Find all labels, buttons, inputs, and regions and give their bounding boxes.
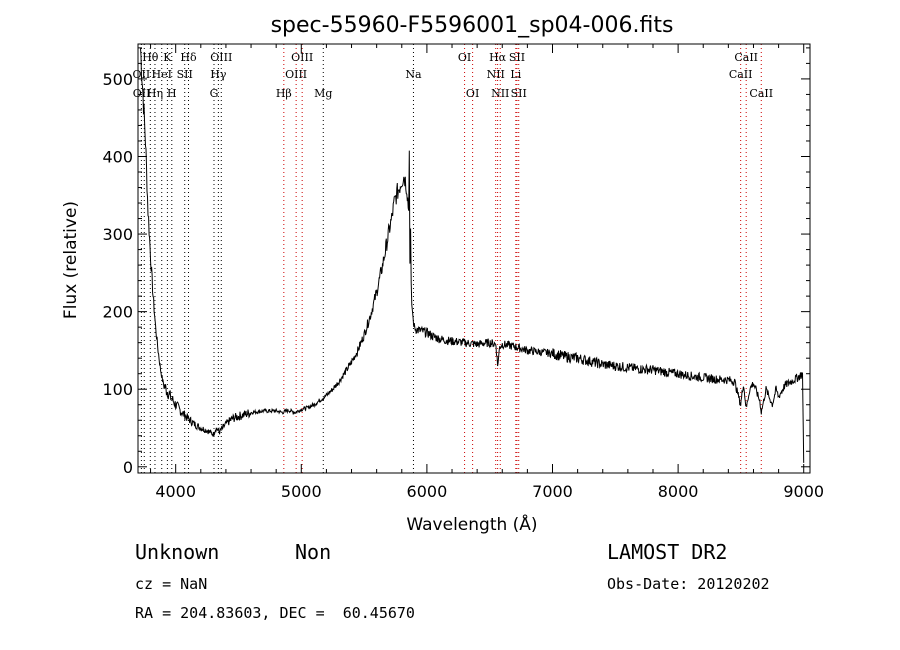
x-ticks: 4000 5000 6000 7000 8000 9000 — [150, 44, 824, 501]
y-tick-label-1: 100 — [102, 380, 133, 399]
line-label-11: G — [210, 87, 219, 100]
x-tick-label-1: 5000 — [281, 482, 322, 501]
object-class: Unknown — [135, 540, 220, 564]
y-tick-label-2: 200 — [102, 303, 133, 322]
line-label-7: SII — [177, 68, 193, 81]
y-axis-label: Flux (relative) — [61, 201, 81, 319]
line-label-24: SII — [511, 87, 527, 100]
line-label-27: CaII — [749, 87, 773, 100]
line-label-10: Hγ — [210, 68, 227, 81]
line-label-21: NII — [487, 68, 505, 81]
line-label-16: Na — [405, 68, 422, 81]
line-label-23: NII — [491, 87, 509, 100]
x-axis-label: Wavelength (Å) — [406, 513, 537, 535]
line-label-26: CaII — [729, 68, 753, 81]
line-label-9: OIII — [210, 51, 232, 64]
line-label-4: HeI — [152, 68, 172, 81]
line-label-3: K — [163, 51, 172, 64]
coordinates: RA = 204.83603, DEC = 60.45670 — [135, 604, 415, 622]
line-label-5: Hη — [147, 87, 163, 100]
spectrum-series-line — [140, 48, 805, 463]
line-label-12: OIII — [291, 51, 313, 64]
y-tick-label-3: 300 — [102, 225, 133, 244]
object-subclass: Non — [295, 540, 332, 564]
x-tick-label-0: 4000 — [155, 482, 196, 501]
line-label-14: Hβ — [276, 87, 292, 100]
survey-name: LAMOST DR2 — [607, 540, 728, 564]
y-ticks: 0 100 200 300 400 500 — [102, 47, 810, 477]
line-label-20: SII — [509, 51, 525, 64]
chart-title: spec-55960-F5596001_sp04-006.fits — [271, 13, 674, 38]
x-tick-label-4: 8000 — [658, 482, 699, 501]
line-label-13: OIII — [285, 68, 307, 81]
line-label-0: Hθ — [142, 51, 159, 64]
line-label-18: OI — [466, 87, 479, 100]
y-tick-label-5: 500 — [102, 70, 133, 89]
line-label-25: CaII — [734, 51, 758, 64]
line-label-17: OI — [458, 51, 471, 64]
x-tick-label-3: 7000 — [532, 482, 573, 501]
spectral-line-markers — [140, 44, 762, 473]
line-label-8: H — [167, 87, 177, 100]
x-tick-label-2: 6000 — [407, 482, 448, 501]
observation-date: Obs-Date: 20120202 — [607, 575, 770, 593]
plot-frame — [137, 43, 811, 474]
line-label-6: Hδ — [180, 51, 197, 64]
line-label-22: Li — [510, 68, 521, 81]
line-label-2: OII — [133, 87, 151, 100]
y-tick-label-4: 400 — [102, 147, 133, 166]
line-label-15: Mg — [314, 87, 332, 100]
redshift-cz: cz = NaN — [135, 575, 208, 593]
line-label-19: Hα — [489, 51, 507, 64]
y-tick-label-0: 0 — [123, 458, 133, 477]
x-tick-label-5: 9000 — [783, 482, 824, 501]
